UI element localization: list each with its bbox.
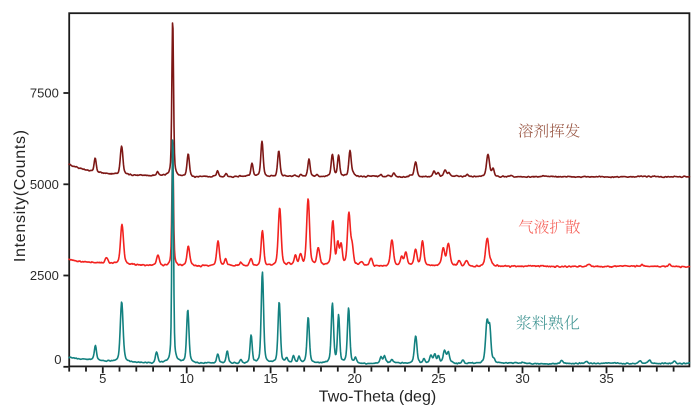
svg-text:Two-Theta (deg): Two-Theta (deg): [319, 388, 436, 405]
svg-text:35: 35: [599, 371, 613, 386]
svg-text:5: 5: [99, 371, 106, 386]
svg-text:30: 30: [515, 371, 529, 386]
svg-text:Intensity(Counts): Intensity(Counts): [12, 129, 29, 262]
svg-text:2500: 2500: [30, 268, 59, 283]
svg-text:20: 20: [347, 371, 361, 386]
svg-text:25: 25: [431, 371, 445, 386]
svg-text:0: 0: [54, 352, 61, 367]
svg-text:7500: 7500: [30, 86, 59, 101]
svg-text:15: 15: [263, 371, 277, 386]
svg-text:10: 10: [179, 371, 193, 386]
svg-text:5000: 5000: [30, 177, 59, 192]
